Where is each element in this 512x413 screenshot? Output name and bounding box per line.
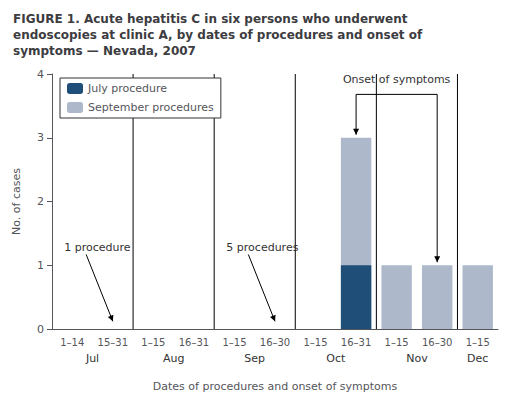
svg-text:16–31: 16–31 bbox=[179, 337, 209, 348]
svg-text:Dec: Dec bbox=[467, 352, 488, 365]
svg-text:16–30: 16–30 bbox=[422, 337, 452, 348]
svg-text:15–31: 15–31 bbox=[98, 337, 128, 348]
svg-text:1–15: 1–15 bbox=[141, 337, 165, 348]
svg-text:Nov: Nov bbox=[406, 352, 428, 365]
svg-text:Sep: Sep bbox=[244, 352, 265, 365]
svg-text:2: 2 bbox=[37, 195, 44, 208]
svg-text:16–31: 16–31 bbox=[341, 337, 371, 348]
svg-text:1–15: 1–15 bbox=[222, 337, 246, 348]
svg-text:symptoms — Nevada, 2007: symptoms — Nevada, 2007 bbox=[13, 44, 196, 58]
svg-text:1 procedure: 1 procedure bbox=[64, 241, 131, 254]
svg-text:No. of cases: No. of cases bbox=[10, 168, 23, 235]
svg-text:1–14: 1–14 bbox=[60, 337, 84, 348]
svg-text:Jul: Jul bbox=[85, 352, 99, 365]
svg-text:1–15: 1–15 bbox=[385, 337, 409, 348]
svg-text:4: 4 bbox=[37, 68, 44, 81]
svg-text:0: 0 bbox=[37, 323, 44, 336]
svg-text:September procedures: September procedures bbox=[88, 101, 214, 114]
svg-text:1–15: 1–15 bbox=[303, 337, 327, 348]
svg-text:FIGURE 1. Acute hepatitis C in: FIGURE 1. Acute hepatitis C in six perso… bbox=[13, 12, 408, 26]
svg-text:Aug: Aug bbox=[163, 352, 184, 365]
svg-text:endoscopies at clinic A, by da: endoscopies at clinic A, by dates of pro… bbox=[13, 28, 423, 42]
svg-text:1: 1 bbox=[37, 259, 44, 272]
svg-text:July procedure: July procedure bbox=[87, 82, 167, 95]
svg-text:16–30: 16–30 bbox=[260, 337, 290, 348]
svg-text:3: 3 bbox=[37, 131, 44, 144]
svg-text:1–15: 1–15 bbox=[466, 337, 490, 348]
svg-text:5 procedures: 5 procedures bbox=[226, 241, 298, 254]
svg-text:Dates of procedures and onset: Dates of procedures and onset of symptom… bbox=[153, 380, 398, 393]
svg-text:Oct: Oct bbox=[326, 352, 346, 365]
svg-text:Onset of symptoms: Onset of symptoms bbox=[343, 73, 451, 86]
